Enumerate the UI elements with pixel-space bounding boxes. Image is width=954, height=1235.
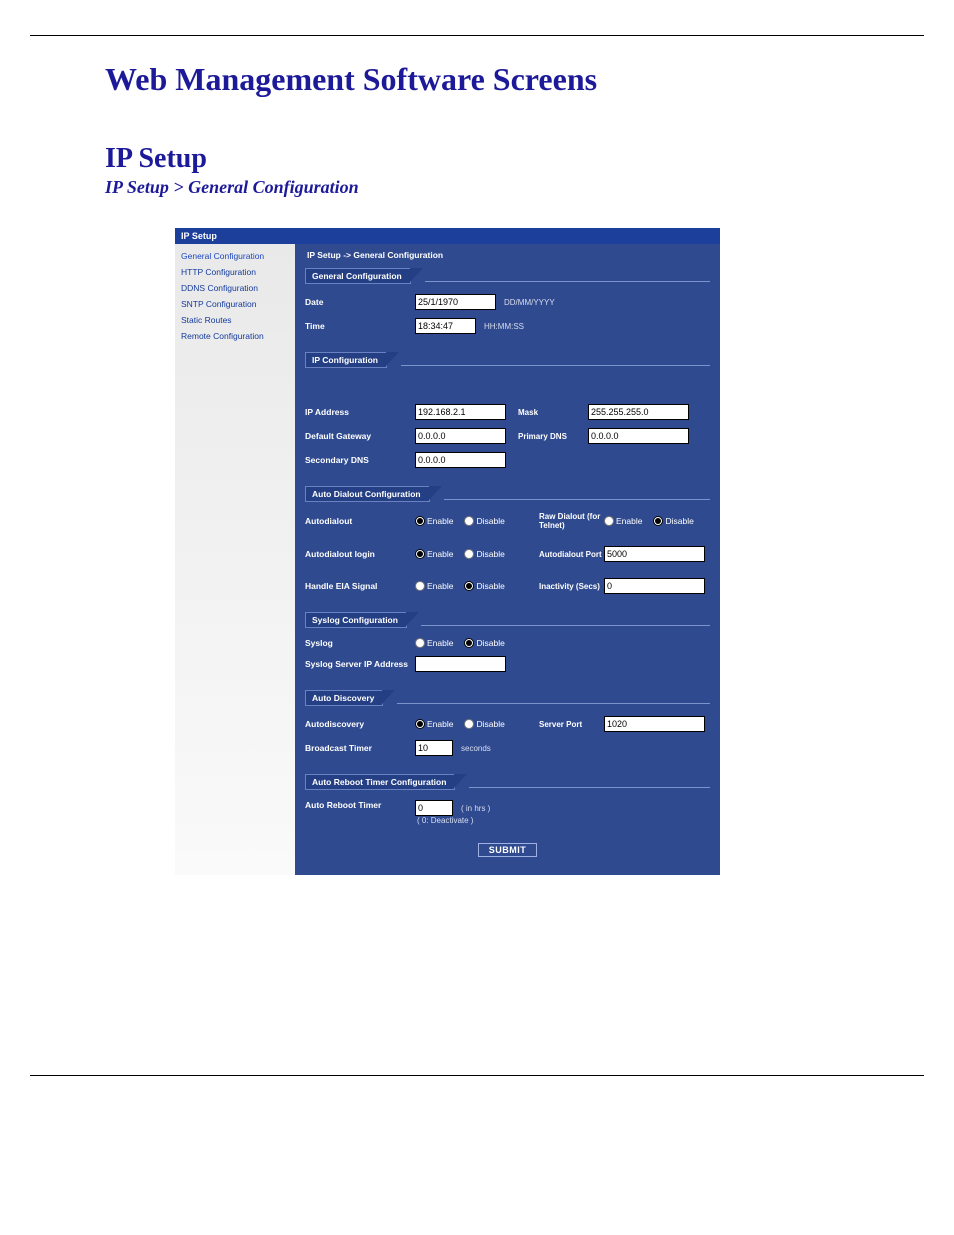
eia-label: Handle EIA Signal bbox=[305, 581, 415, 591]
page-title: Web Management Software Screens bbox=[30, 61, 924, 98]
sdns-label: Secondary DNS bbox=[305, 455, 415, 465]
section-header-discovery: Auto Discovery bbox=[305, 690, 383, 706]
section-header-autoreboot: Auto Reboot Timer Configuration bbox=[305, 774, 455, 790]
sdns-input[interactable] bbox=[415, 452, 506, 468]
reboot-input[interactable] bbox=[415, 800, 453, 816]
port-input[interactable] bbox=[604, 546, 705, 562]
section-subtitle: IP Setup > General Configuration bbox=[30, 177, 924, 198]
time-hint: HH:MM:SS bbox=[484, 322, 524, 331]
gw-label: Default Gateway bbox=[305, 431, 415, 441]
bcast-label: Broadcast Timer bbox=[305, 743, 415, 753]
autodialout-disable-radio[interactable] bbox=[464, 516, 474, 526]
srvport-input[interactable] bbox=[604, 716, 705, 732]
breadcrumb: IP Setup -> General Configuration bbox=[305, 246, 710, 268]
syslog-server-input[interactable] bbox=[415, 656, 506, 672]
rawdialout-label: Raw Dialout (for Telnet) bbox=[539, 512, 604, 530]
section-header-syslog: Syslog Configuration bbox=[305, 612, 407, 628]
login-label: Autodialout login bbox=[305, 549, 415, 559]
inactivity-input[interactable] bbox=[604, 578, 705, 594]
pdns-label: Primary DNS bbox=[518, 432, 588, 441]
date-input[interactable] bbox=[415, 294, 496, 310]
date-hint: DD/MM/YYYY bbox=[504, 298, 555, 307]
section-title: IP Setup bbox=[30, 143, 924, 175]
sidebar-item-http[interactable]: HTTP Configuration bbox=[175, 264, 295, 280]
sidebar-item-sntp[interactable]: SNTP Configuration bbox=[175, 296, 295, 312]
pdns-input[interactable] bbox=[588, 428, 689, 444]
sidebar-item-ddns[interactable]: DDNS Configuration bbox=[175, 280, 295, 296]
ip-input[interactable] bbox=[415, 404, 506, 420]
bcast-input[interactable] bbox=[415, 740, 453, 756]
sidebar: General Configuration HTTP Configuration… bbox=[175, 244, 295, 875]
sidebar-item-static-routes[interactable]: Static Routes bbox=[175, 312, 295, 328]
login-disable-radio[interactable] bbox=[464, 549, 474, 559]
time-input[interactable] bbox=[415, 318, 476, 334]
main-panel: IP Setup -> General Configuration Genera… bbox=[295, 244, 720, 875]
mask-label: Mask bbox=[518, 408, 588, 417]
reboot-label: Auto Reboot Timer bbox=[305, 800, 415, 810]
autodialout-label: Autodialout bbox=[305, 516, 415, 526]
syslog-label: Syslog bbox=[305, 638, 415, 648]
autodisc-label: Autodiscovery bbox=[305, 719, 415, 729]
syslog-enable-radio[interactable] bbox=[415, 638, 425, 648]
mask-input[interactable] bbox=[588, 404, 689, 420]
syslog-disable-radio[interactable] bbox=[464, 638, 474, 648]
gw-input[interactable] bbox=[415, 428, 506, 444]
srvport-label: Server Port bbox=[539, 720, 604, 729]
eia-disable-radio[interactable] bbox=[464, 581, 474, 591]
autodisc-disable-radio[interactable] bbox=[464, 719, 474, 729]
login-enable-radio[interactable] bbox=[415, 549, 425, 559]
rawdialout-disable-radio[interactable] bbox=[653, 516, 663, 526]
submit-button[interactable]: SUBMIT bbox=[478, 843, 538, 857]
section-header-general: General Configuration bbox=[305, 268, 411, 284]
inactivity-label: Inactivity (Secs) bbox=[539, 582, 604, 591]
reboot-hint1: ( in hrs ) bbox=[461, 804, 490, 813]
window-titlebar: IP Setup bbox=[175, 228, 720, 244]
section-header-ip: IP Configuration bbox=[305, 352, 387, 368]
rawdialout-enable-radio[interactable] bbox=[604, 516, 614, 526]
bcast-hint: seconds bbox=[461, 744, 491, 753]
eia-enable-radio[interactable] bbox=[415, 581, 425, 591]
sidebar-item-remote[interactable]: Remote Configuration bbox=[175, 328, 295, 344]
syslog-server-label: Syslog Server IP Address bbox=[305, 659, 415, 669]
autodialout-enable-radio[interactable] bbox=[415, 516, 425, 526]
port-label: Autodialout Port bbox=[539, 550, 604, 559]
section-header-autodialout: Auto Dialout Configuration bbox=[305, 486, 430, 502]
ip-label: IP Address bbox=[305, 407, 415, 417]
time-label: Time bbox=[305, 321, 415, 331]
autodisc-enable-radio[interactable] bbox=[415, 719, 425, 729]
sidebar-item-general[interactable]: General Configuration bbox=[175, 248, 295, 264]
app-window: IP Setup General Configuration HTTP Conf… bbox=[175, 228, 720, 875]
date-label: Date bbox=[305, 297, 415, 307]
reboot-hint2: ( 0: Deactivate ) bbox=[417, 816, 490, 825]
